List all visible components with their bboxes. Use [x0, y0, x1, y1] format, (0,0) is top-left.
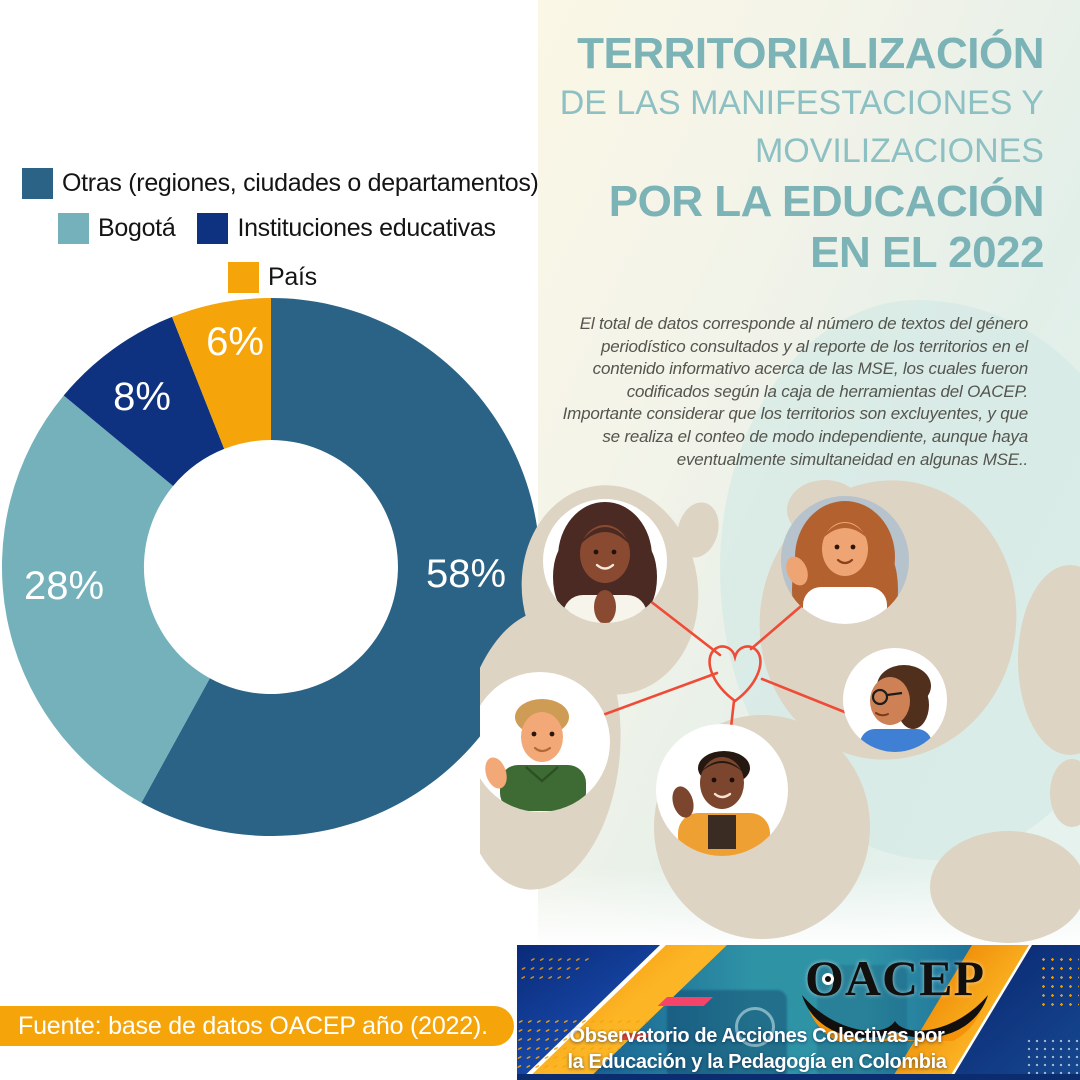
banner-caption: Observatorio de Acciones Colectivas por …: [557, 1023, 957, 1076]
legend-row-1: Otras (regiones, ciudades o departamento…: [22, 168, 539, 199]
title-line-3: MOVILIZACIONES: [754, 132, 1044, 171]
description-line: El total de datos corresponde al número …: [579, 314, 1028, 333]
donut-chart: 58% 28% 8% 6%: [1, 298, 541, 836]
heart-outline: [708, 645, 762, 703]
legend-label-pais: País: [268, 263, 317, 291]
legend-swatch-otras: [22, 168, 53, 199]
string-woman1-to-heart: [643, 595, 722, 657]
avatar-man-green: [480, 672, 610, 812]
footer-banner: OACEP Observatorio de Acciones Colectiva…: [517, 945, 1080, 1080]
description-line: Importante considerar que los territorio…: [562, 404, 1029, 424]
banner-right-dots-top: [1039, 955, 1079, 1007]
donut-slice-otras: [141, 298, 541, 836]
description-line: periodístico consultados y al reporte de…: [601, 336, 1028, 356]
legend-row-2: Bogotá Instituciones educativas: [58, 213, 496, 244]
people-connection-illustration: [480, 480, 1080, 943]
banner-caption-line-2: la Educación y la Pedagogía en Colombia: [567, 1051, 947, 1074]
donut-label-bogota: 28%: [24, 564, 104, 608]
title-line-5: EN EL 2022: [810, 227, 1044, 277]
oacep-logo: OACEP: [802, 950, 988, 1041]
donut-slice-instituciones: [63, 316, 225, 486]
source-pill: Fuente: base de datos OACEP año (2022).: [0, 1006, 514, 1046]
oacep-logo-pupil: [825, 976, 831, 982]
avatar-woman-curly: [543, 499, 667, 623]
banner-caption-line-1: Observatorio de Acciones Colectivas por: [569, 1025, 945, 1047]
avatar-man-glasses: [843, 648, 947, 752]
description-line: eventualmente simultaneidad en algunas M…: [676, 449, 1028, 469]
string-woman2-to-heart: [749, 599, 809, 651]
banner-right-dots-bottom: [1025, 1037, 1080, 1077]
oacep-logo-text: OACEP: [805, 950, 985, 1006]
description-paragraph: El total de datos corresponde al número …: [556, 313, 1029, 471]
legend-row-3: País: [228, 262, 317, 293]
title-line-4: POR LA EDUCACIÓN: [608, 176, 1045, 226]
donut-slice-pais: [172, 298, 271, 449]
title-line-2: DE LAS MANIFESTACIONES Y: [559, 84, 1044, 123]
donut-label-instituciones: 8%: [113, 375, 171, 419]
legend-label-instituciones: Instituciones educativas: [237, 214, 496, 242]
legend-swatch-instituciones: [197, 213, 229, 244]
description-line: codificados según la caja de herramienta…: [626, 381, 1029, 401]
banner-bottom-strip: [517, 1074, 1080, 1080]
oacep-logo-wing-black: [802, 995, 988, 1038]
donut-label-otras: 58%: [426, 552, 506, 596]
donut-slice-bogota: [1, 395, 210, 803]
avatar-man-orange: [656, 724, 788, 856]
description-line: se realiza el conteo de modo independien…: [602, 427, 1028, 447]
banner-pink-dash: [657, 997, 713, 1006]
oacep-logo-v-point: [887, 1033, 903, 1041]
legend-label-bogota: Bogotá: [98, 214, 176, 242]
legend-label-otras: Otras (regiones, ciudades o departamento…: [62, 169, 539, 197]
legend-swatch-pais: [228, 262, 259, 293]
string-heart-to-green-man: [598, 671, 719, 718]
donut-label-pais: 6%: [206, 320, 264, 364]
page-title: TERRITORIALIZACIÓN DE LAS MANIFESTACIONE…: [538, 28, 1045, 278]
description-line: contenido informativo acerca de las MSE,…: [592, 359, 1029, 379]
source-text: Fuente: base de datos OACEP año (2022).: [18, 1011, 488, 1040]
legend-swatch-bogota: [58, 213, 89, 244]
banner-photo-ring: [735, 1007, 775, 1047]
title-line-1: TERRITORIALIZACIÓN: [577, 29, 1044, 78]
string-heart-to-glasses-man: [760, 677, 854, 717]
